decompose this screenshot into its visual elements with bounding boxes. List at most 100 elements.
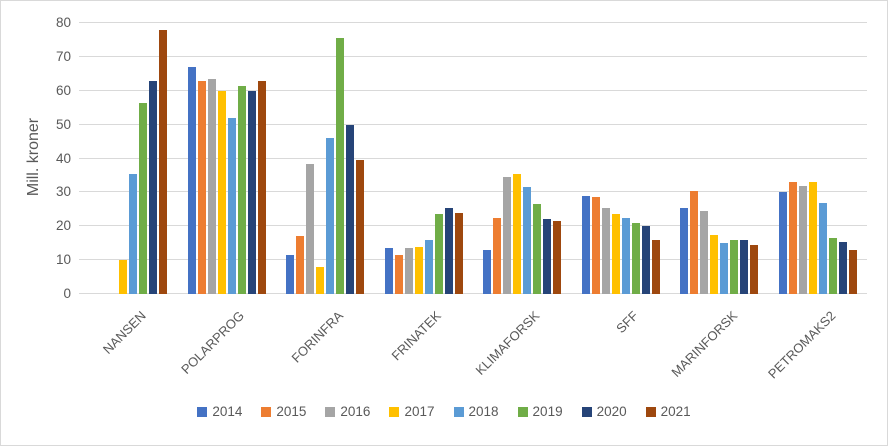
bar-nansen-2021 [159,29,168,294]
bar-sff-2014 [581,195,590,294]
bar-petromaks2-2020 [838,241,847,294]
x-axis-labels: NANSEN POLARPROG FORINFRA FRINATEK KLIMAFORS… [79,294,868,381]
bar-polarprog-2020 [247,90,256,294]
legend-item-2017: 2017 [389,404,435,419]
bar-nansen-2019 [139,102,148,294]
legend-item-2014: 2014 [197,404,242,419]
bar-forinfra-2017 [316,266,325,294]
x-slot-frinatek: FRINATEK [375,294,474,380]
legend-swatch-2019 [517,406,528,417]
bar-sff-2021 [651,239,660,294]
y-tick-label-40: 40 [55,150,71,166]
bar-petromaks2-2015 [788,182,797,294]
bar-forinfra-2018 [326,138,335,294]
bar-klimaforsk-2018 [523,187,532,294]
bar-group-frinatek [375,23,474,294]
bar-sff-2015 [591,197,600,294]
gridline-70 [79,55,867,57]
x-label-frinatek: FRINATEK [388,308,445,364]
plot-area [79,22,867,294]
bar-sff-2018 [621,217,630,294]
bar-sff-2020 [641,226,650,294]
bar-frinatek-2020 [444,207,453,294]
bar-sff-2019 [631,222,640,294]
legend-label-2018: 2018 [468,404,499,419]
bar-nansen-2018 [129,173,138,294]
gridline-10 [79,259,867,261]
gridline-50 [79,123,867,125]
legend-item-2021: 2021 [645,404,691,419]
bar-polarprog-2017 [217,90,226,294]
gridline-30 [79,191,867,193]
legend-item-2019: 2019 [517,404,563,419]
bar-marinforsk-2018 [720,243,729,294]
bar-polarprog-2018 [227,117,236,294]
bar-group-sff [572,23,671,294]
legend-label-2016: 2016 [340,404,371,419]
bar-marinforsk-2014 [680,207,689,294]
x-label-sff: SFF [613,308,642,336]
bar-sff-2016 [601,207,610,294]
bar-klimaforsk-2017 [513,173,522,294]
bar-nansen-2020 [149,80,158,294]
x-label-polarprog: POLARPROG [178,308,248,377]
bar-klimaforsk-2019 [533,204,542,294]
bar-marinforsk-2019 [730,239,739,294]
legend-swatch-2021 [645,406,656,417]
bar-sff-2017 [611,214,620,294]
legend-swatch-2014 [197,406,208,417]
x-slot-forinfra: FORINFRA [276,294,375,380]
bar-petromaks2-2014 [778,192,787,294]
legend: 2014 2015 2016 2017 2018 2019 2020 2021 [1,404,887,419]
legend-item-2020: 2020 [581,404,627,419]
bar-group-nansen [79,23,178,294]
x-slot-petromaks2: PETROMAKS2 [765,294,868,381]
bar-group-forinfra [276,23,375,294]
bar-frinatek-2019 [434,214,443,294]
bar-frinatek-2018 [424,239,433,294]
legend-item-2018: 2018 [453,404,499,419]
bar-klimaforsk-2021 [553,221,562,294]
bar-petromaks2-2018 [818,202,827,294]
x-slot-polarprog: POLARPROG [178,294,277,380]
y-tick-label-50: 50 [55,116,71,132]
legend-swatch-2020 [581,406,592,417]
y-tick-label-0: 0 [63,286,71,301]
gridline-60 [79,89,867,91]
bar-frinatek-2021 [454,212,463,294]
bar-klimaforsk-2014 [483,249,492,294]
bar-marinforsk-2017 [710,234,719,294]
bar-forinfra-2016 [306,163,315,294]
x-label-klimaforsk: KLIMAFORSK [472,308,543,378]
bar-forinfra-2020 [346,124,355,294]
bar-klimaforsk-2015 [493,217,502,294]
legend-label-2020: 2020 [596,404,627,419]
gridline-80 [79,22,867,23]
bar-petromaks2-2021 [848,249,857,294]
bar-forinfra-2021 [356,160,365,294]
bar-forinfra-2015 [296,236,305,294]
gridline-40 [79,157,867,159]
bar-frinatek-2015 [394,255,403,294]
legend-label-2021: 2021 [660,404,691,419]
bar-petromaks2-2016 [798,185,807,294]
x-label-forinfra: FORINFRA [288,308,346,366]
x-slot-marinforsk: MARINFORSK [668,294,769,380]
legend-swatch-2018 [453,406,464,417]
legend-swatch-2016 [325,406,336,417]
x-slot-nansen: NANSEN [79,294,178,380]
bar-klimaforsk-2016 [503,177,512,294]
legend-label-2014: 2014 [212,404,243,419]
bar-nansen-2017 [119,260,128,294]
legend-item-2015: 2015 [261,404,306,419]
legend-label-2017: 2017 [404,404,435,419]
bar-frinatek-2014 [384,248,393,294]
bar-polarprog-2021 [257,80,266,294]
y-tick-label-30: 30 [55,184,71,200]
gridline-20 [79,225,867,227]
x-label-nansen: NANSEN [99,308,149,357]
bar-forinfra-2014 [286,255,295,294]
legend-label-2019: 2019 [532,404,563,419]
legend-label-2015: 2015 [276,404,307,419]
